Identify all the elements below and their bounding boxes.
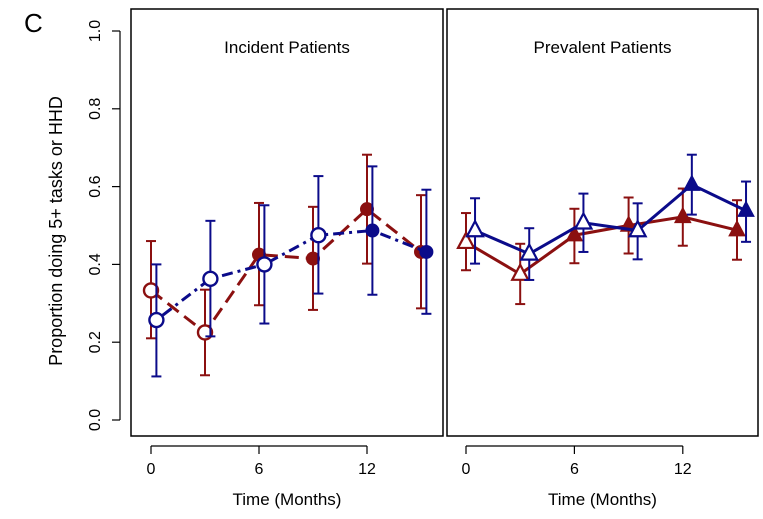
y-tick-label: 0.6 — [87, 175, 104, 197]
x-tick-label: 12 — [674, 461, 692, 478]
x-tick-label: 12 — [358, 461, 376, 478]
data-point — [310, 227, 327, 244]
panel-frame — [446, 8, 759, 437]
x-axis-label: Time (Months) — [233, 490, 342, 509]
data-point — [148, 311, 165, 329]
data-point — [627, 218, 648, 238]
y-tick-label: 1.0 — [87, 20, 104, 42]
data-point — [456, 230, 476, 250]
panel-prevalent: Prevalent Patients 0 6 12 Time (Months) — [446, 8, 759, 509]
x-tick-label: 6 — [570, 461, 579, 478]
y-tick-label: 0.2 — [87, 331, 104, 353]
data-point — [682, 174, 701, 191]
x-tick-label: 0 — [462, 461, 471, 478]
y-tick-label: 0.0 — [87, 409, 104, 431]
data-point — [306, 251, 320, 266]
x-axis-label: Time (Months) — [548, 490, 657, 509]
series-line-blue — [474, 182, 747, 256]
y-axis-label: Proportion doing 5+ tasks or HHD — [46, 96, 66, 366]
data-point — [202, 270, 219, 287]
data-point — [565, 224, 584, 242]
data-point — [573, 211, 594, 230]
x-tick-label: 0 — [147, 461, 156, 478]
data-point — [365, 223, 380, 238]
panel-title: Incident Patients — [224, 38, 350, 57]
data-point — [673, 206, 692, 224]
panel-incident: Incident Patients 0 6 12 Time (Months) — [130, 8, 444, 509]
y-tick-label: 0.8 — [87, 98, 104, 120]
data-point — [728, 219, 746, 237]
y-tick-label: 0.4 — [87, 253, 104, 275]
panel-frame — [130, 8, 444, 437]
data-point — [419, 244, 434, 259]
series-line-red — [465, 215, 738, 276]
x-tick-label: 6 — [255, 461, 264, 478]
data-point — [510, 262, 531, 281]
series-line-blue — [155, 229, 427, 322]
data-point — [256, 256, 273, 273]
data-point — [360, 202, 374, 217]
panel-letter: C — [24, 8, 43, 38]
panel-title: Prevalent Patients — [534, 38, 672, 57]
data-point — [737, 200, 755, 217]
series-line-red — [150, 207, 422, 335]
data-point — [142, 282, 160, 299]
data-point — [519, 242, 540, 261]
data-point — [465, 218, 485, 238]
y-axis: 0.0 0.2 0.4 0.6 0.8 1.0 — [87, 20, 121, 431]
